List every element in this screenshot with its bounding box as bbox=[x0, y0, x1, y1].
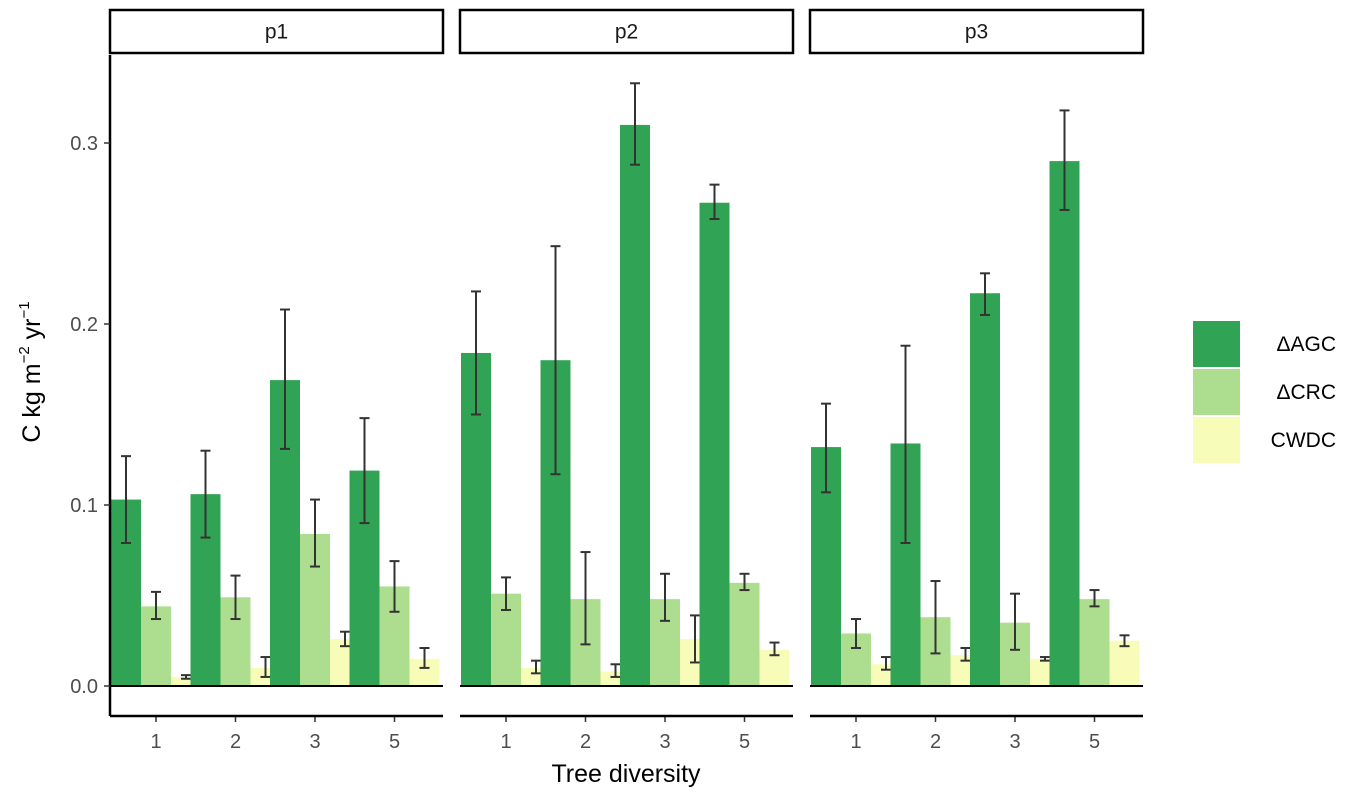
y-tick-label: 0.3 bbox=[70, 133, 98, 155]
error-bar bbox=[471, 290, 481, 416]
y-axis-title-base: C kg m bbox=[18, 363, 46, 442]
legend: ΔAGC ΔCRC CWDC bbox=[1193, 321, 1336, 463]
facet-panel-p2: p2 1 2 3 5 bbox=[458, 8, 795, 753]
error-bar bbox=[690, 614, 700, 664]
error-bar bbox=[181, 674, 191, 680]
facet-strip-p2 bbox=[458, 8, 795, 55]
y-axis-title-sup2: −1 bbox=[16, 301, 33, 318]
error-bar bbox=[310, 498, 320, 568]
x-tick-label: 2 bbox=[580, 731, 591, 753]
error-bar bbox=[531, 659, 541, 675]
x-tick-label: 1 bbox=[150, 731, 161, 753]
bar bbox=[729, 582, 760, 686]
error-bar bbox=[260, 656, 271, 678]
y-axis: 0.0 0.1 0.2 0.3 bbox=[70, 55, 112, 716]
facet-strip-label: p2 bbox=[615, 21, 638, 44]
x-tick-label: 2 bbox=[930, 731, 941, 753]
error-bar bbox=[1119, 634, 1130, 648]
bar bbox=[1079, 599, 1110, 686]
error-bar bbox=[389, 560, 400, 613]
error-bar bbox=[340, 630, 350, 648]
facet-strip-p3 bbox=[808, 8, 1145, 55]
y-axis-title: C kg m−2 yr−1 bbox=[16, 301, 46, 442]
error-bar bbox=[900, 344, 911, 545]
x-tick-label: 5 bbox=[1089, 731, 1100, 753]
error-bar bbox=[419, 646, 430, 669]
bar bbox=[1109, 640, 1140, 686]
facet-strip-label: p1 bbox=[265, 21, 288, 44]
bar bbox=[699, 202, 730, 687]
x-tick-label: 5 bbox=[739, 731, 750, 753]
legend-swatch bbox=[1193, 321, 1240, 367]
legend-label: ΔAGC bbox=[1276, 333, 1336, 356]
error-bar bbox=[200, 449, 211, 539]
error-bar bbox=[1040, 656, 1050, 662]
error-bar bbox=[501, 576, 511, 611]
error-bar bbox=[881, 656, 891, 671]
y-tick-label: 0.1 bbox=[70, 495, 98, 517]
error-bar bbox=[230, 574, 241, 621]
y-axis-title-sup1: −2 bbox=[16, 346, 33, 363]
error-bar bbox=[769, 641, 780, 657]
error-bar bbox=[660, 572, 670, 622]
error-bar bbox=[630, 82, 640, 166]
error-bar bbox=[151, 590, 161, 621]
bar bbox=[970, 293, 1000, 686]
legend-label: CWDC bbox=[1271, 429, 1336, 452]
y-axis-title-mid: yr bbox=[18, 319, 46, 347]
bar bbox=[620, 124, 650, 686]
error-bar bbox=[359, 417, 370, 525]
x-tick-label: 2 bbox=[230, 731, 241, 753]
y-tick-label: 0.2 bbox=[70, 314, 98, 336]
error-bar bbox=[121, 455, 131, 545]
error-bar bbox=[709, 183, 720, 221]
y-tick-label: 0.0 bbox=[70, 676, 98, 698]
x-tick-label: 3 bbox=[309, 731, 320, 753]
error-bar bbox=[930, 580, 941, 655]
facet-strip-p1 bbox=[108, 8, 445, 55]
facet-panel-p3: p3 1 2 3 5 bbox=[808, 8, 1145, 753]
bar bbox=[1049, 161, 1080, 687]
x-tick-label: 1 bbox=[850, 731, 861, 753]
legend-label: ΔCRC bbox=[1276, 381, 1336, 404]
error-bar bbox=[980, 272, 990, 316]
error-bar bbox=[1010, 592, 1020, 651]
error-bar bbox=[580, 551, 591, 646]
facet-panels: p1 1 2 3 5 p2 1 2 3 5 p3 1 2 3 5 bbox=[108, 8, 1145, 753]
x-axis-title: Tree diversity bbox=[551, 760, 701, 788]
x-tick-label: 5 bbox=[389, 731, 400, 753]
x-tick-label: 3 bbox=[1009, 731, 1020, 753]
error-bar bbox=[821, 402, 831, 494]
error-bar bbox=[851, 618, 861, 649]
bar bbox=[171, 676, 201, 686]
legend-swatch bbox=[1193, 369, 1240, 415]
error-bar bbox=[1059, 109, 1070, 211]
facet-strip-label: p3 bbox=[965, 21, 988, 44]
error-bar bbox=[739, 572, 750, 592]
error-bar bbox=[1089, 589, 1100, 608]
x-tick-label: 3 bbox=[659, 731, 670, 753]
error-bar bbox=[610, 663, 621, 678]
x-tick-label: 1 bbox=[500, 731, 511, 753]
facet-panel-p1: p1 1 2 3 5 bbox=[108, 8, 445, 753]
error-bar bbox=[960, 646, 971, 662]
error-bar bbox=[280, 308, 290, 450]
legend-swatch bbox=[1193, 417, 1240, 463]
error-bar bbox=[550, 245, 561, 476]
